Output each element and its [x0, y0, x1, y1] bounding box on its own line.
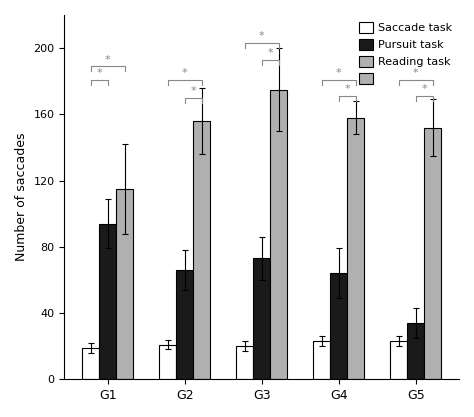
- Bar: [82, 348, 99, 379]
- Bar: [347, 118, 364, 379]
- Text: *: *: [259, 32, 264, 42]
- Text: *: *: [105, 55, 110, 65]
- Text: *: *: [182, 68, 188, 78]
- Bar: [313, 341, 330, 379]
- Bar: [330, 273, 347, 379]
- Text: *: *: [344, 85, 350, 95]
- Bar: [390, 341, 407, 379]
- Bar: [270, 90, 287, 379]
- Bar: [176, 270, 193, 379]
- Bar: [99, 224, 116, 379]
- Bar: [116, 189, 133, 379]
- Bar: [237, 346, 253, 379]
- Text: *: *: [191, 86, 196, 96]
- Bar: [159, 344, 176, 379]
- Legend: Saccade task, Pursuit task, Reading task, : Saccade task, Pursuit task, Reading task…: [355, 17, 457, 88]
- Bar: [407, 323, 424, 379]
- Text: *: *: [413, 68, 419, 78]
- Y-axis label: Number of saccades: Number of saccades: [15, 133, 28, 261]
- Bar: [193, 121, 210, 379]
- Text: *: *: [421, 85, 427, 95]
- Text: *: *: [336, 68, 341, 78]
- Bar: [424, 128, 441, 379]
- Bar: [253, 259, 270, 379]
- Text: *: *: [97, 68, 102, 78]
- Text: *: *: [267, 48, 273, 58]
